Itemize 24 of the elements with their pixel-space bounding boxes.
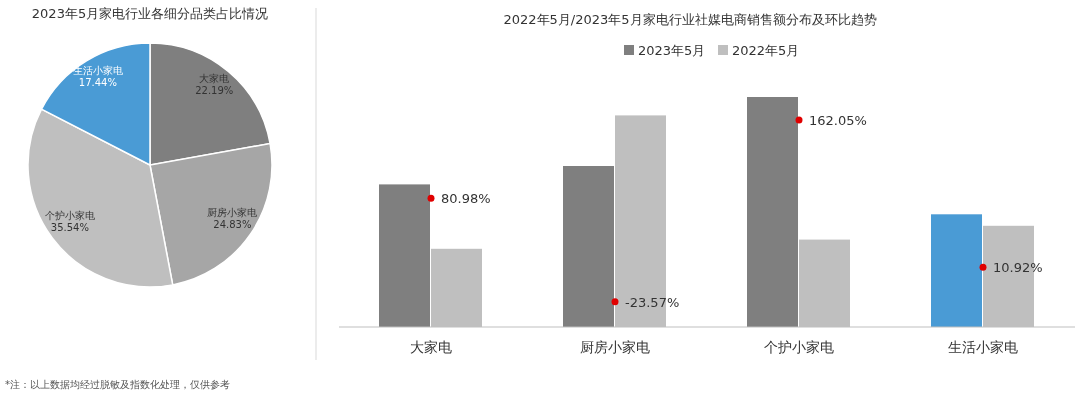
- bar: [931, 214, 982, 327]
- annotation: 162.05%: [809, 113, 867, 128]
- slice-label: 厨房小家电: [207, 206, 258, 218]
- data-label: 24.83%: [213, 218, 252, 230]
- annotation: 10.92%: [993, 260, 1043, 276]
- data-label: 22.19%: [195, 85, 234, 97]
- slice-label: 个护小家电: [44, 209, 95, 221]
- slice-label: 大家电: [199, 73, 230, 85]
- x-tick-label: 个护小家电: [764, 339, 834, 355]
- data-label: 35.54%: [50, 221, 89, 233]
- bar: [379, 184, 430, 327]
- chart-title: 2022年5月/2023年5月家电行业社媒电商销售额分布及环比趋势: [503, 12, 877, 27]
- legend-label: 2022年5月: [732, 43, 800, 58]
- data-label: 17.44%: [78, 76, 117, 88]
- x-tick-label: 生活小家电: [948, 339, 1018, 355]
- annotation: -23.57%: [625, 294, 680, 310]
- bar: [563, 166, 614, 327]
- text: *注：以上数据均经过脱敏及指数化处理，仅供参考: [5, 379, 230, 390]
- x-tick-label: 大家电: [410, 339, 452, 355]
- annotation: 80.98%: [441, 191, 491, 207]
- x-tick-label: 厨房小家电: [580, 339, 650, 355]
- legend-label: 2023年5月: [638, 43, 706, 58]
- bar: [747, 97, 798, 327]
- chart-title: 2023年5月家电行业各细分品类占比情况: [31, 6, 269, 21]
